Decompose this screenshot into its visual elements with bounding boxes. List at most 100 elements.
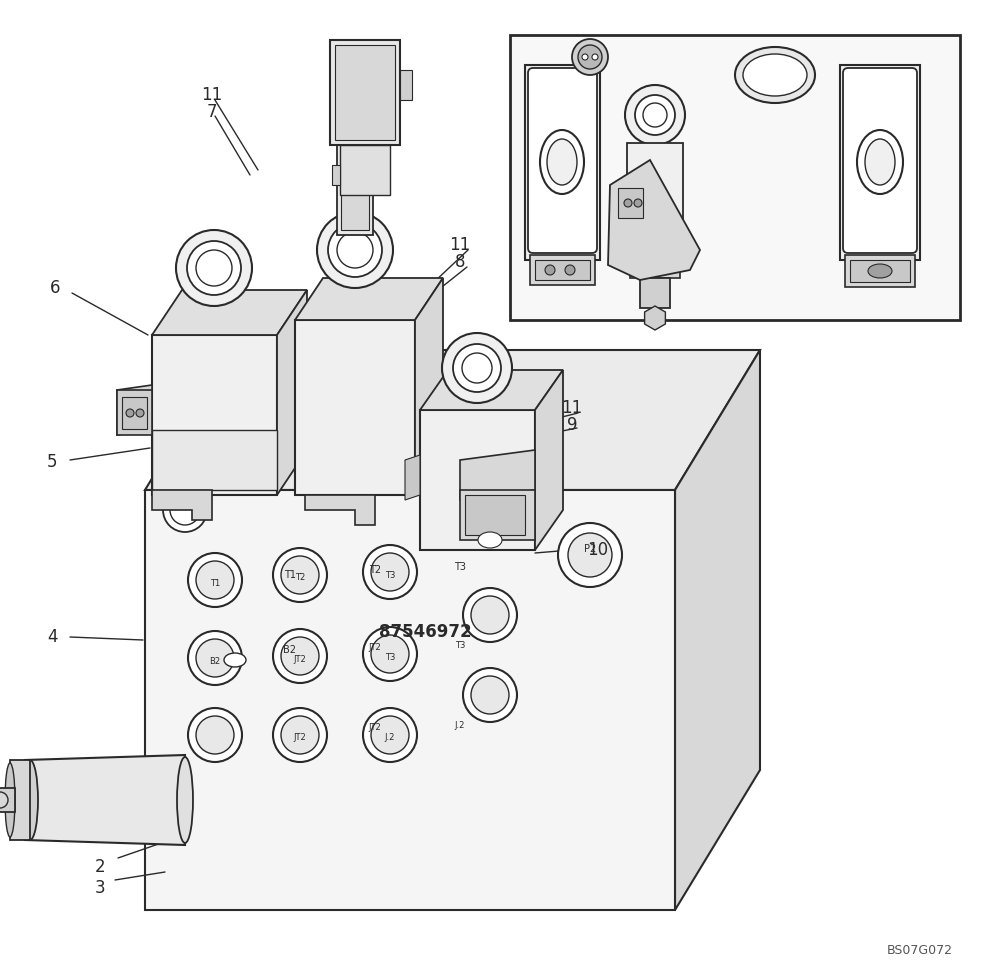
Polygon shape	[675, 350, 760, 910]
Bar	[330, 40, 400, 145]
Text: 5: 5	[47, 453, 57, 471]
Circle shape	[328, 223, 382, 277]
Text: 2: 2	[95, 858, 105, 876]
Bar	[840, 65, 920, 260]
Bar	[152, 430, 277, 490]
Bar	[845, 255, 915, 287]
Circle shape	[196, 716, 234, 754]
Bar	[341, 110, 369, 230]
Bar	[335, 45, 395, 140]
Circle shape	[188, 553, 242, 607]
Ellipse shape	[643, 198, 667, 232]
Polygon shape	[117, 385, 152, 435]
Circle shape	[188, 708, 242, 762]
Text: 11: 11	[449, 236, 471, 254]
Circle shape	[170, 495, 200, 525]
Text: 13: 13	[934, 136, 956, 154]
Text: JT2: JT2	[369, 722, 381, 731]
Circle shape	[635, 95, 675, 135]
Bar	[535, 260, 590, 280]
Circle shape	[471, 676, 509, 714]
Circle shape	[471, 596, 509, 634]
Text: T3: T3	[455, 641, 465, 650]
Polygon shape	[295, 278, 443, 320]
Circle shape	[643, 103, 667, 127]
Ellipse shape	[177, 757, 193, 843]
Circle shape	[463, 668, 517, 722]
Circle shape	[337, 232, 373, 268]
Polygon shape	[25, 755, 185, 845]
Text: JT2: JT2	[294, 655, 306, 664]
Circle shape	[273, 708, 327, 762]
Text: 4: 4	[47, 628, 57, 646]
Ellipse shape	[743, 54, 807, 96]
Text: T3: T3	[385, 571, 395, 580]
Circle shape	[565, 265, 575, 275]
Ellipse shape	[637, 190, 673, 240]
Circle shape	[273, 548, 327, 602]
Bar	[420, 410, 535, 550]
Bar	[618, 188, 643, 218]
Bar	[340, 145, 390, 195]
Circle shape	[281, 716, 319, 754]
Text: 10: 10	[587, 541, 609, 559]
Circle shape	[592, 54, 598, 60]
Text: 11: 11	[201, 86, 223, 104]
Circle shape	[188, 631, 242, 685]
Ellipse shape	[5, 763, 15, 837]
Circle shape	[281, 637, 319, 675]
Text: JT2: JT2	[369, 643, 381, 653]
Bar	[0, 788, 15, 812]
Text: BS07G072: BS07G072	[887, 944, 953, 956]
Text: T2: T2	[369, 565, 381, 575]
Ellipse shape	[865, 139, 895, 185]
Polygon shape	[460, 450, 535, 500]
Polygon shape	[145, 350, 760, 490]
Circle shape	[176, 230, 252, 306]
Circle shape	[371, 716, 409, 754]
Text: T1: T1	[284, 570, 296, 580]
Circle shape	[196, 639, 234, 677]
Text: 6: 6	[50, 279, 60, 297]
Polygon shape	[277, 290, 307, 495]
Polygon shape	[420, 370, 563, 410]
Circle shape	[363, 627, 417, 681]
Bar	[630, 248, 680, 278]
Ellipse shape	[540, 130, 584, 194]
Bar	[460, 490, 535, 540]
Circle shape	[568, 533, 612, 577]
Circle shape	[126, 409, 134, 417]
Text: J.2: J.2	[385, 734, 395, 743]
Ellipse shape	[547, 139, 577, 185]
FancyBboxPatch shape	[528, 68, 597, 253]
Bar	[510, 35, 960, 320]
FancyBboxPatch shape	[843, 68, 917, 253]
Text: T3: T3	[454, 562, 466, 572]
Circle shape	[578, 45, 602, 69]
Text: 3: 3	[95, 879, 105, 897]
Ellipse shape	[478, 532, 502, 548]
Circle shape	[545, 265, 555, 275]
Circle shape	[136, 409, 144, 417]
Text: 14: 14	[934, 154, 956, 172]
Circle shape	[281, 556, 319, 594]
Circle shape	[634, 199, 642, 207]
Circle shape	[572, 39, 608, 75]
Circle shape	[371, 635, 409, 673]
Text: 12: 12	[512, 51, 534, 69]
Polygon shape	[152, 290, 307, 335]
Polygon shape	[405, 455, 420, 500]
Ellipse shape	[735, 47, 815, 103]
Text: P8: P8	[582, 48, 594, 58]
Text: T2: T2	[295, 574, 305, 583]
Bar	[850, 260, 910, 282]
Bar	[145, 490, 675, 910]
Text: T1: T1	[210, 579, 220, 588]
Circle shape	[453, 344, 501, 392]
Text: 11: 11	[561, 399, 583, 417]
Text: B2: B2	[209, 657, 221, 666]
Circle shape	[196, 250, 232, 286]
Text: T3: T3	[385, 653, 395, 662]
Circle shape	[0, 792, 8, 808]
Circle shape	[363, 545, 417, 599]
